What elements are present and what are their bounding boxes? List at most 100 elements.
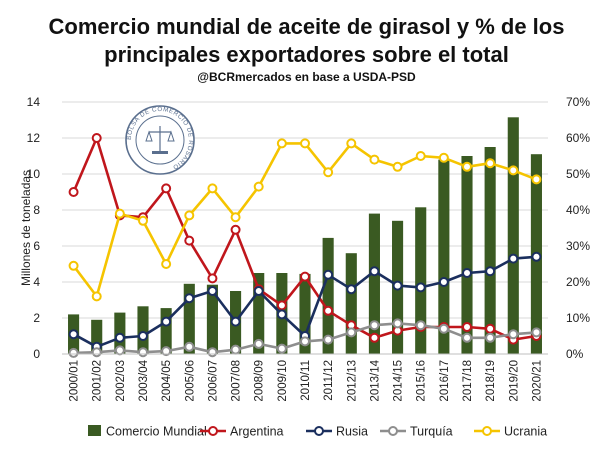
- point-rusia: [462, 268, 472, 278]
- point-rusia: [230, 316, 241, 327]
- point-turqua: [68, 347, 79, 358]
- point-ucrania: [276, 138, 287, 149]
- legend-marker-ucrania: [482, 426, 492, 436]
- point-argentina: [184, 235, 195, 246]
- legend-item-turqua: Turquía: [380, 425, 453, 439]
- legend-item-argentina: Argentina: [200, 425, 284, 439]
- point-rusia: [184, 293, 195, 304]
- x-tick-label: 2018/19: [485, 360, 497, 402]
- point-ucrania: [68, 260, 79, 271]
- point-rusia: [346, 284, 357, 295]
- bar-comercio-mundial: [438, 159, 450, 354]
- point-argentina: [230, 224, 241, 235]
- x-tick-label: 2016/17: [439, 360, 451, 402]
- point-turqua: [369, 320, 380, 331]
- y-tick-label: 8: [33, 203, 40, 217]
- bar-comercio-mundial: [345, 253, 357, 354]
- point-argentina: [485, 323, 496, 334]
- point-turqua: [438, 323, 449, 334]
- point-ucrania: [346, 138, 357, 149]
- point-ucrania: [207, 183, 218, 194]
- point-rusia: [323, 269, 334, 280]
- y2-tick-label: 50%: [566, 167, 590, 181]
- y-tick-label: 12: [27, 131, 41, 145]
- y2-tick-label: 70%: [566, 95, 590, 109]
- legend: Comercio Mundial Argentina Rusia Turquía Ucr…: [88, 425, 547, 439]
- chart-title-line-2: principales exportadores sobre el total: [104, 42, 509, 67]
- bar-comercio-mundial: [461, 156, 473, 354]
- axes: 0 2 4 6 8 10 12 14 0% 10% 20% 30% 40% 50% 60% 70% Millon…: [19, 95, 590, 402]
- point-turqua: [114, 345, 125, 356]
- point-rusia: [415, 282, 426, 293]
- point-turqua: [161, 346, 172, 357]
- point-ucrania: [114, 208, 125, 219]
- point-ucrania: [415, 151, 426, 161]
- point-turqua: [485, 332, 496, 343]
- legend-item-comerciomundial: Comercio Mundial: [88, 425, 207, 439]
- point-rusia: [138, 331, 148, 341]
- line-series: [68, 133, 542, 358]
- point-ucrania: [91, 291, 102, 302]
- legend-label-argentina: Argentina: [230, 425, 284, 439]
- point-turqua: [415, 320, 426, 331]
- y-tick-label: 14: [27, 95, 41, 109]
- bar-comercio-mundial: [507, 117, 519, 354]
- point-turqua: [91, 347, 102, 358]
- bar-comercio-mundial: [206, 284, 218, 354]
- chart-subtitle: @BCRmercados en base a USDA-PSD: [197, 70, 416, 84]
- point-argentina: [369, 332, 380, 343]
- point-argentina: [91, 133, 102, 143]
- x-tick-label: 2005/06: [184, 360, 196, 402]
- point-turqua: [184, 341, 195, 352]
- x-tick-label: 2009/10: [277, 360, 289, 402]
- point-rusia: [438, 277, 449, 287]
- legend-label-comerciomundial: Comercio Mundial: [106, 425, 207, 439]
- x-tick-label: 2008/09: [254, 360, 266, 402]
- x-tick-label: 2013/14: [369, 359, 381, 401]
- x-tick-label: 2020/21: [531, 360, 543, 402]
- point-argentina: [161, 183, 172, 194]
- y2-tick-label: 60%: [566, 131, 590, 145]
- x-tick-label: 2015/16: [416, 360, 428, 402]
- x-tick-label: 2012/13: [346, 360, 358, 402]
- point-ucrania: [369, 154, 380, 165]
- legend-marker-rusia: [314, 426, 324, 436]
- point-rusia: [485, 266, 496, 277]
- y2-tick-label: 30%: [566, 239, 590, 253]
- x-tick-label: 2002/03: [115, 360, 127, 402]
- point-rusia: [508, 253, 519, 264]
- point-turqua: [508, 329, 519, 340]
- point-rusia: [253, 286, 264, 296]
- x-tick-label: 2011/12: [323, 360, 335, 401]
- bar-comercio-mundial: [322, 237, 334, 354]
- y-tick-label: 6: [33, 239, 40, 253]
- bar-comercio-mundial: [484, 147, 496, 354]
- point-turqua: [276, 343, 287, 354]
- bar-comercio-mundial: [91, 319, 103, 354]
- legend-marker-argentina: [208, 426, 218, 436]
- legend-label-turqua: Turquía: [410, 425, 453, 439]
- y2-tick-label: 40%: [566, 203, 590, 217]
- point-argentina: [462, 322, 472, 332]
- x-tick-label: 2006/07: [207, 360, 219, 402]
- bar-comercio-mundial: [160, 308, 172, 354]
- x-tick-label: 2014/15: [393, 360, 405, 402]
- bar-comercio-mundial: [299, 273, 311, 354]
- y2-tick-label: 10%: [566, 311, 590, 325]
- point-rusia: [68, 329, 79, 340]
- point-turqua: [300, 336, 310, 347]
- point-rusia: [161, 316, 172, 327]
- x-tick-label: 2001/02: [92, 360, 104, 402]
- point-ucrania: [323, 167, 334, 178]
- bar-comercio-mundial: [415, 207, 427, 354]
- point-ucrania: [531, 174, 542, 185]
- seal-inner-ring: [135, 115, 185, 165]
- y2-tick-label: 20%: [566, 275, 590, 289]
- point-ucrania: [462, 161, 472, 172]
- point-ucrania: [392, 161, 403, 172]
- point-turqua: [253, 338, 264, 349]
- bcr-seal-logo: BOLSA DE COMERCIO DE ROSARIO: [125, 105, 195, 175]
- x-tick-label: 2000/01: [69, 360, 81, 402]
